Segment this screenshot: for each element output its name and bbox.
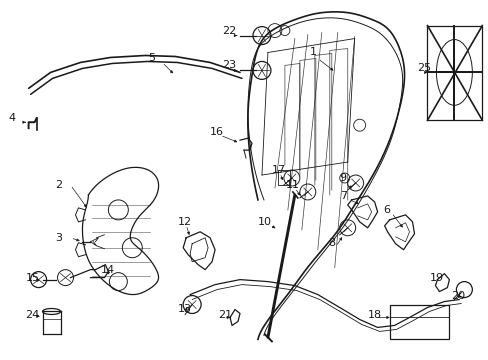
Text: 21: 21: [218, 310, 232, 320]
Text: 22: 22: [222, 26, 236, 36]
Bar: [389, 305, 448, 339]
Text: 12: 12: [178, 217, 192, 227]
Text: 3: 3: [56, 233, 62, 243]
Text: 13: 13: [178, 305, 192, 315]
Text: 24: 24: [25, 310, 40, 320]
Text: 6: 6: [383, 205, 390, 215]
Text: 15: 15: [25, 273, 40, 283]
Text: 19: 19: [428, 273, 443, 283]
Text: 11: 11: [285, 180, 299, 190]
Text: 14: 14: [100, 265, 114, 275]
Text: 23: 23: [222, 60, 236, 71]
Bar: [427, 26, 481, 120]
Text: 2: 2: [56, 180, 62, 190]
Text: 5: 5: [148, 54, 155, 63]
Text: 16: 16: [210, 127, 224, 137]
Text: 10: 10: [258, 217, 271, 227]
Text: 9: 9: [339, 173, 346, 183]
Text: 4: 4: [9, 113, 16, 123]
Text: 17: 17: [271, 165, 285, 175]
Text: 25: 25: [417, 63, 431, 73]
Ellipse shape: [436, 40, 471, 105]
Text: 20: 20: [450, 291, 465, 301]
Text: 1: 1: [309, 48, 316, 58]
Text: 7: 7: [339, 191, 346, 201]
Text: 8: 8: [327, 238, 334, 248]
Text: 18: 18: [367, 310, 381, 320]
